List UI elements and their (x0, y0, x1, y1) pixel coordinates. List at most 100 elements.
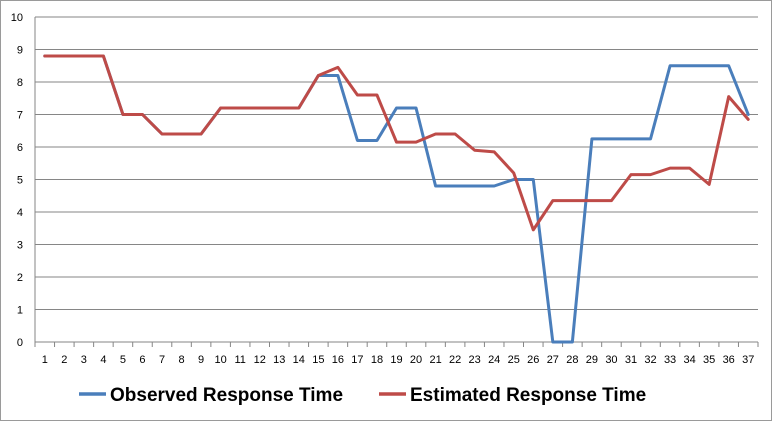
gridlines (35, 16, 758, 310)
data-point (356, 94, 358, 96)
x-tick-label: 36 (723, 354, 735, 366)
data-point (474, 149, 476, 151)
x-tick-label: 21 (429, 354, 441, 366)
data-point (396, 107, 397, 109)
y-tick-label: 2 (17, 272, 23, 284)
data-point (278, 107, 280, 109)
series-line-observed (43, 54, 750, 344)
x-tick-label: 8 (178, 354, 184, 366)
y-tick-label: 6 (17, 142, 23, 154)
data-point (396, 141, 397, 143)
data-point (591, 200, 593, 202)
data-point (44, 55, 46, 57)
x-tick-label: 10 (215, 354, 227, 366)
data-point (513, 179, 515, 180)
data-point (669, 167, 671, 169)
x-tick-label: 11 (234, 354, 245, 366)
x-tick-label: 34 (683, 354, 695, 366)
data-point (630, 138, 632, 140)
x-axis-ticks: 1 2 3 4 5 6 7 8 9 10 11 12 13 14 15 16 17 18 19 20 21 22 23 24 2… (42, 354, 755, 366)
data-point (552, 200, 554, 202)
data-point (415, 107, 417, 109)
y-tick-label: 8 (17, 77, 23, 89)
data-point (415, 141, 417, 143)
data-point (493, 185, 495, 187)
x-tick-label: 19 (390, 354, 402, 366)
data-point (435, 133, 437, 135)
data-point (728, 65, 730, 67)
data-point (259, 107, 261, 109)
data-point (454, 185, 456, 187)
data-point (239, 107, 241, 109)
data-point (181, 133, 183, 135)
data-point (571, 200, 573, 202)
x-tick-label: 20 (410, 354, 422, 366)
legend-label: Observed Response Time (110, 385, 343, 406)
x-tick-label: 32 (644, 354, 656, 366)
data-point (337, 75, 339, 76)
y-axis-ticks: 0 1 2 3 4 5 6 7 8 9 10 (11, 12, 23, 349)
y-tick-label: 4 (17, 207, 23, 219)
data-point (513, 172, 515, 174)
data-point (63, 55, 65, 57)
data-point (122, 114, 124, 115)
y-tick-label: 3 (17, 240, 23, 252)
data-point (141, 114, 143, 115)
x-tick-label: 29 (586, 354, 598, 366)
data-point (161, 133, 163, 135)
data-point (220, 107, 222, 109)
x-tick-label: 7 (159, 354, 165, 366)
data-point (376, 140, 378, 141)
data-point (747, 118, 749, 120)
y-tick-label: 1 (17, 305, 23, 317)
data-point (610, 138, 612, 140)
legend-estimated: Estimated Response Time (379, 385, 646, 406)
data-point (747, 114, 749, 115)
data-point (708, 183, 710, 185)
y-tick-label: 10 (11, 12, 23, 24)
data-point (532, 229, 534, 231)
x-tick-label: 37 (742, 354, 754, 366)
x-tick-label: 6 (139, 354, 145, 366)
x-tick-label: 3 (81, 354, 87, 366)
data-point (630, 174, 632, 176)
x-tick-label: 26 (527, 354, 539, 366)
data-point (669, 65, 671, 67)
data-point (610, 200, 612, 202)
data-point (454, 133, 456, 135)
data-point (337, 66, 339, 68)
data-point (83, 55, 85, 57)
x-tick-label: 15 (312, 354, 324, 366)
data-point (571, 341, 573, 343)
x-tick-label: 30 (605, 354, 617, 366)
x-tick-label: 18 (371, 354, 383, 366)
x-tick-label: 1 (42, 354, 48, 366)
x-tick-label: 12 (254, 354, 266, 366)
data-point (435, 185, 437, 187)
data-point (591, 138, 593, 140)
x-tick-label: 4 (100, 354, 106, 366)
data-point (356, 140, 358, 141)
data-point (376, 94, 378, 96)
x-tick-label: 14 (293, 354, 305, 366)
data-point (200, 133, 202, 135)
data-point (102, 55, 104, 57)
data-point (650, 138, 652, 140)
x-tick-label: 13 (273, 354, 285, 366)
legend-label: Estimated Response Time (410, 385, 646, 406)
x-tick-label: 22 (449, 354, 461, 366)
x-tick-label: 9 (198, 354, 204, 366)
y-tick-label: 7 (17, 110, 23, 122)
data-point (689, 167, 691, 169)
y-tick-label: 9 (17, 45, 23, 57)
x-tick-label: 25 (508, 354, 520, 366)
data-point (317, 75, 319, 76)
x-tick-label: 31 (625, 354, 637, 366)
y-tick-label: 0 (17, 337, 23, 349)
data-point (708, 65, 710, 67)
x-tick-label: 23 (469, 354, 481, 366)
data-point (298, 107, 300, 109)
y-tick-label: 5 (17, 175, 23, 187)
